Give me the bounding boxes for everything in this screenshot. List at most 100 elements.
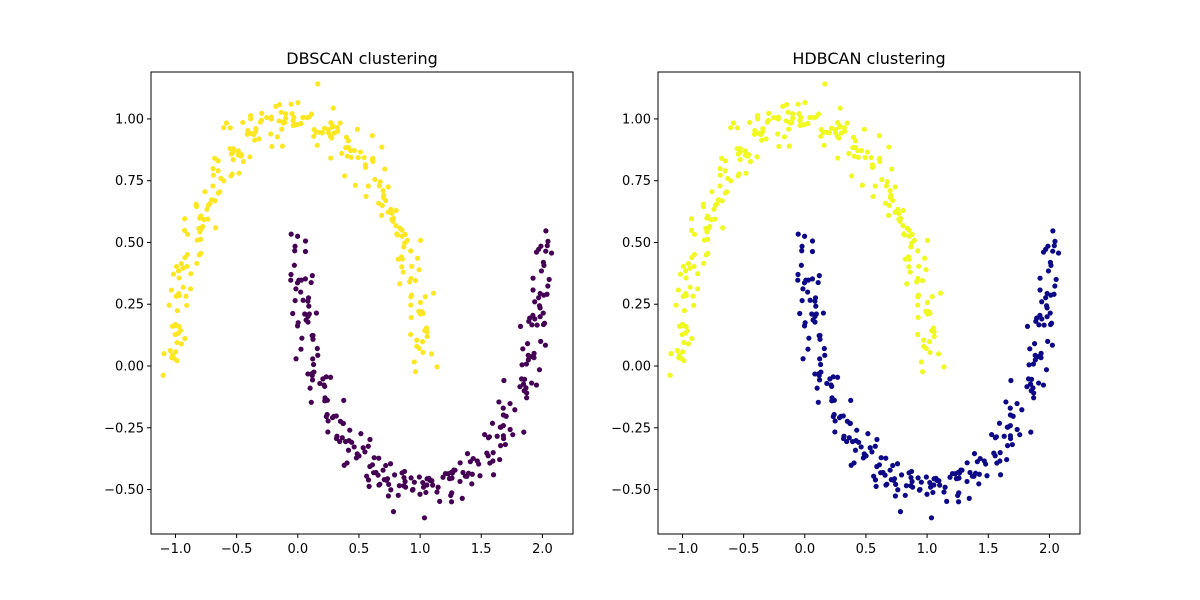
scatter-point: [490, 458, 496, 464]
scatter-point: [955, 499, 962, 505]
scatter-point: [524, 395, 530, 401]
scatter-point: [407, 331, 414, 338]
scatter-point: [667, 372, 673, 378]
scatter-point: [379, 144, 385, 150]
scatter-point: [742, 148, 748, 154]
scatter-point: [329, 124, 335, 130]
scatter-point: [448, 499, 455, 505]
scatter-point: [1050, 248, 1056, 254]
scatter-point: [496, 399, 502, 405]
scatter-point: [685, 341, 692, 347]
scatter-point: [283, 115, 289, 121]
scatter-point: [344, 460, 350, 466]
scatter-point: [537, 314, 543, 320]
scatter-point: [1039, 299, 1045, 305]
scatter-point: [818, 133, 824, 139]
scatter-point: [1028, 429, 1034, 435]
scatter-point: [927, 479, 933, 486]
scatter-point: [1055, 250, 1062, 256]
scatter-point: [865, 431, 871, 437]
y-axis: −0.50 −0.25 0.00 0.25 0.50 0.75 1.00: [611, 112, 658, 498]
scatter-point: [997, 458, 1003, 464]
scatter-point: [399, 227, 405, 233]
scatter-point: [293, 286, 299, 292]
scatter-point: [1038, 355, 1044, 361]
scatter-point: [430, 482, 436, 488]
scatter-point: [477, 473, 483, 479]
scatter-point: [174, 307, 180, 314]
scatter-point: [870, 193, 876, 200]
scatter-point: [363, 193, 369, 200]
scatter-point: [213, 225, 219, 231]
x-tick-label: 1.5: [978, 542, 999, 557]
scatter-point: [1030, 361, 1036, 367]
scatter-point: [919, 278, 926, 284]
x-axis: −1.0 −0.5 0.0 0.5 1.0 1.5 2.0: [667, 534, 1060, 557]
scatter-point: [841, 125, 847, 131]
scatter-point: [1007, 435, 1014, 442]
scatter-point: [894, 461, 901, 467]
scatter-point: [299, 335, 305, 341]
scatter-point: [236, 170, 242, 176]
scatter-point: [531, 355, 537, 361]
scatter-point: [837, 105, 843, 111]
scatter-point: [313, 129, 319, 135]
scatter-point: [1043, 246, 1049, 252]
y-tick-label: −0.25: [104, 421, 144, 436]
x-tick-label: −1.0: [160, 542, 192, 557]
scatter-point: [790, 115, 796, 121]
scatter-point: [700, 201, 706, 207]
scatter-point: [393, 207, 399, 214]
scatter-point: [308, 279, 314, 286]
scatter-point: [307, 385, 313, 391]
scatter-point: [728, 178, 734, 184]
scatter-point: [538, 268, 545, 274]
scatter-point: [781, 134, 788, 140]
scatter-point: [295, 233, 301, 239]
scatter-point: [829, 395, 835, 401]
scatter-point: [1040, 382, 1047, 388]
scatter-point: [408, 314, 414, 321]
scatter-point: [882, 472, 888, 478]
scatter-point: [520, 381, 527, 387]
scatter-point: [680, 263, 687, 270]
scatter-point: [724, 189, 730, 195]
scatter-point: [411, 479, 417, 485]
scatter-point: [752, 127, 758, 134]
scatter-point: [930, 489, 936, 496]
scatter-point: [949, 470, 956, 477]
scatter-point: [771, 115, 777, 121]
scatter-point: [538, 338, 544, 344]
scatter-point: [1043, 367, 1050, 373]
scatter-point: [322, 383, 328, 389]
scatter-point: [248, 113, 254, 119]
x-tick-label: 2.0: [1039, 542, 1060, 557]
scatter-point: [675, 287, 681, 293]
scatter-point: [996, 420, 1003, 426]
scatter-point: [310, 336, 316, 342]
scatter-point: [1031, 341, 1038, 347]
scatter-point: [694, 286, 701, 292]
scatter-point: [428, 351, 435, 357]
scatter-point: [160, 372, 166, 378]
scatter-point: [821, 345, 827, 352]
y-tick-label: 1.00: [622, 112, 651, 127]
scatter-point: [247, 154, 253, 160]
scatter-point: [298, 277, 304, 283]
x-tick-label: 1.5: [471, 542, 492, 557]
scatter-point: [997, 472, 1004, 478]
scatter-point: [334, 125, 340, 131]
scatter-point: [420, 479, 426, 486]
scatter-point: [204, 206, 210, 212]
scatter-point: [408, 248, 414, 254]
scatter-point: [800, 356, 806, 362]
scatter-point: [890, 197, 896, 204]
scatter-point: [339, 150, 345, 157]
scatter-point: [384, 476, 391, 482]
scatter-point: [497, 456, 503, 463]
scatter-point: [257, 119, 264, 125]
scatter-point: [215, 158, 221, 164]
scatter-point: [292, 297, 298, 304]
scatter-point: [1047, 310, 1053, 316]
x-tick-label: 1.0: [917, 542, 938, 557]
